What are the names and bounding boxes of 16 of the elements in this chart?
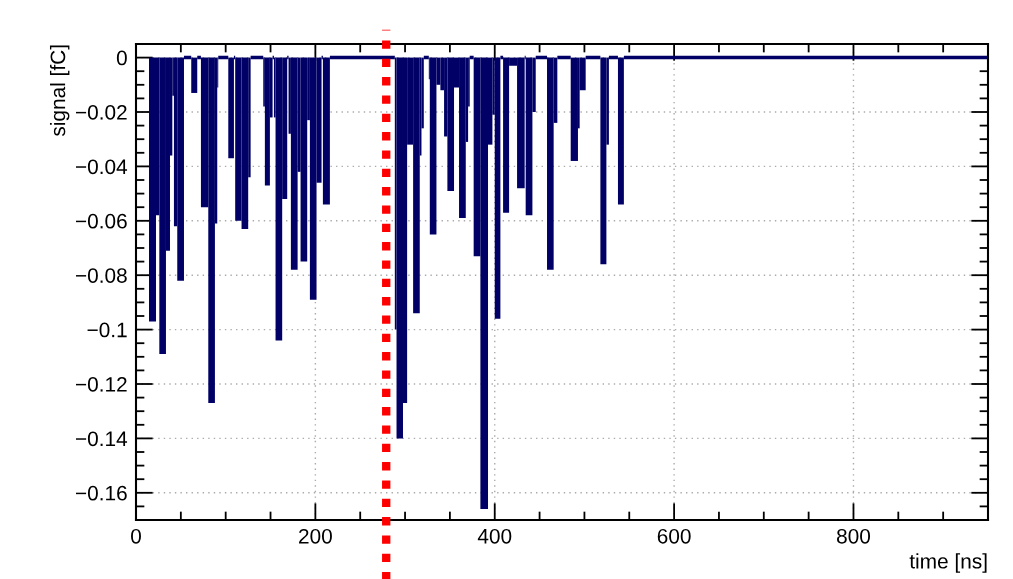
y-tick-label: −0.04 bbox=[75, 159, 128, 175]
y-tick-label: −0.12 bbox=[75, 377, 127, 392]
x-axis-title: time [ns] bbox=[909, 553, 987, 573]
x-tick-label: 800 bbox=[837, 528, 871, 544]
y-tick-label: 0 bbox=[116, 50, 127, 66]
x-tick-label: 200 bbox=[299, 528, 332, 544]
x-tick-label: 0 bbox=[131, 528, 141, 544]
x-tick-label: 400 bbox=[477, 528, 512, 544]
y-tick-label: −0.16 bbox=[75, 485, 127, 501]
y-tick-label: −0.14 bbox=[75, 431, 128, 447]
y-tick-label: −0.08 bbox=[75, 268, 127, 283]
y-tick-label: −0.06 bbox=[75, 213, 127, 229]
y-tick-label: −0.1 bbox=[87, 322, 127, 338]
x-tick-label: 600 bbox=[657, 528, 691, 544]
y-axis-title: signal [fC] bbox=[49, 45, 70, 137]
y-tick-label: −0.02 bbox=[75, 105, 127, 120]
